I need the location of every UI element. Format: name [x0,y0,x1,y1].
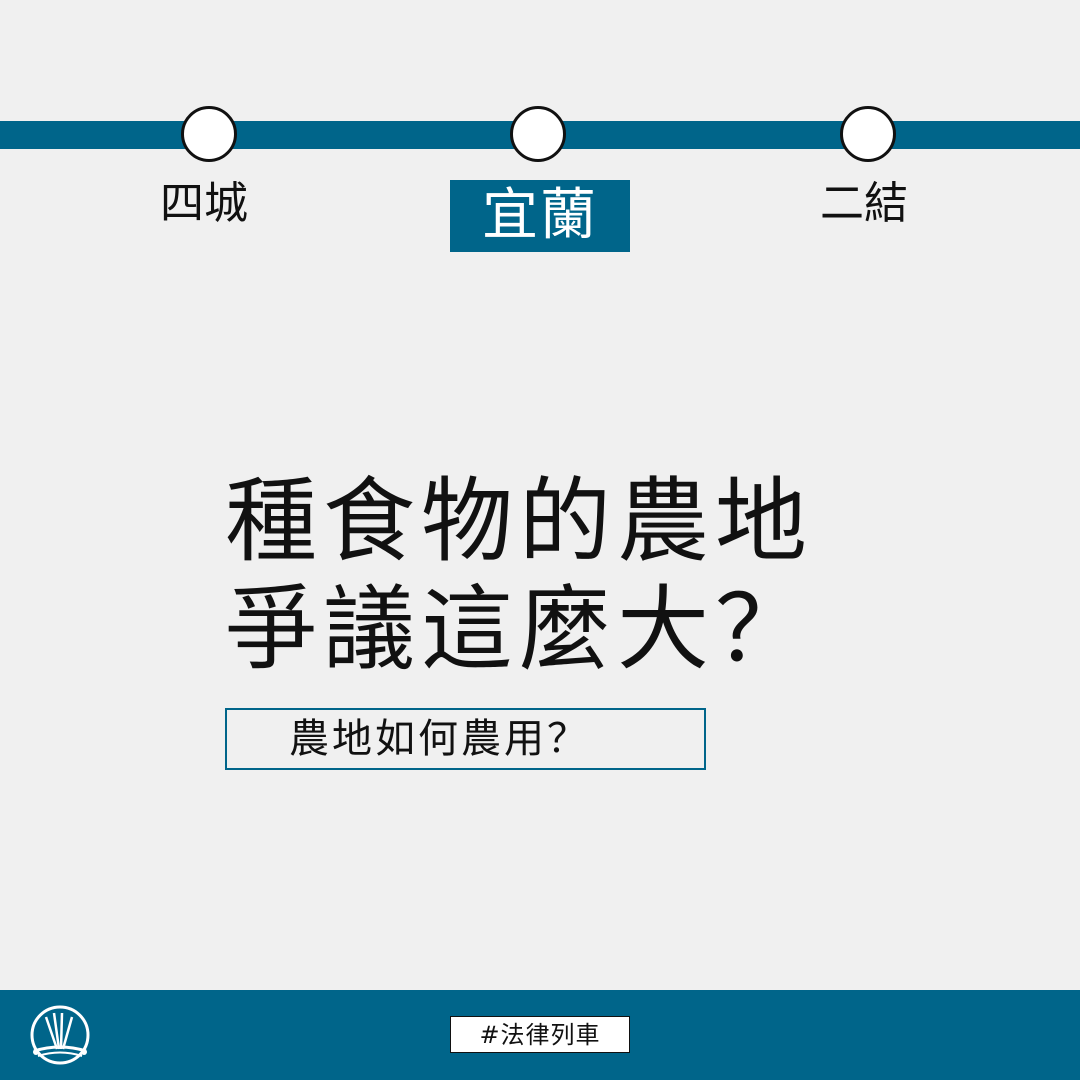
headline: 種食物的農地 爭議這麼大？ [225,468,985,684]
hashtag-text: #法律列車 [479,1020,601,1049]
headline-line-2: 爭議這麼大？ [225,576,814,683]
current-station-badge: 宜蘭 [450,180,630,252]
station-dot-previous [181,106,237,162]
station-dot-next [840,106,896,162]
subtitle-box: 農地如何農用？ [225,708,706,770]
station-dot-current [510,106,566,162]
subtitle-text: 農地如何農用？ [289,716,590,762]
hashtag-badge: #法律列車 [450,1016,630,1053]
railway-logo-icon [30,1005,90,1065]
headline-line-1: 種食物的農地 [225,468,814,575]
station-label-previous: 四城 [160,178,248,229]
station-label-current: 宜蘭 [482,183,598,248]
station-label-next: 二結 [820,178,908,229]
